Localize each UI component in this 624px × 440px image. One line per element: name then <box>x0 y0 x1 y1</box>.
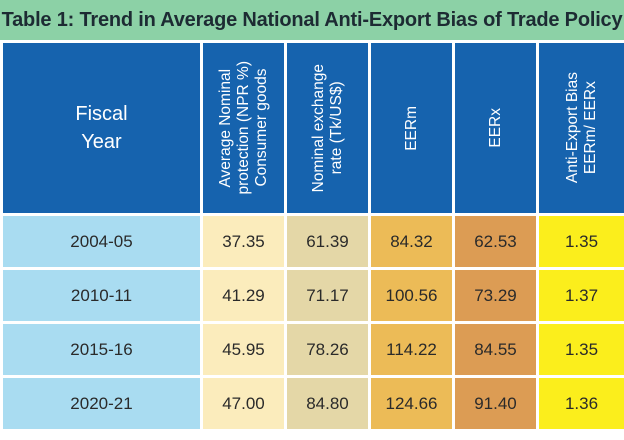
header-exchange-rate-label: Nominal exchange rate (Tk/US$) <box>309 63 345 193</box>
header-exchange-rate: Nominal exchange rate (Tk/US$) <box>284 40 371 216</box>
cell-exchange-rate: 71.17 <box>284 267 371 324</box>
cell-exchange-rate: 61.39 <box>284 213 371 270</box>
cell-eerm: 124.66 <box>368 375 455 432</box>
cell-nominal-protection: 41.29 <box>200 267 287 324</box>
header-anti-export-bias-label: Anti-Export Bias EERm/ EERx <box>563 72 599 184</box>
cell-eerx: 84.55 <box>452 321 539 378</box>
cell-nominal-protection: 37.35 <box>200 213 287 270</box>
header-nominal-protection: Average Nominal protection (NPR %) Consu… <box>200 40 287 216</box>
table-row: 2020-21 47.00 84.80 124.66 91.40 1.36 <box>0 375 624 432</box>
cell-anti-export-bias: 1.35 <box>536 321 624 378</box>
cell-nominal-protection: 47.00 <box>200 375 287 432</box>
header-nominal-protection-label: Average Nominal protection (NPR %) Consu… <box>216 61 270 195</box>
header-row: Fiscal Year Average Nominal protection (… <box>0 40 624 216</box>
cell-eerx: 73.29 <box>452 267 539 324</box>
table-row: 2010-11 41.29 71.17 100.56 73.29 1.37 <box>0 267 624 324</box>
cell-exchange-rate: 78.26 <box>284 321 371 378</box>
table-row: 2015-16 45.95 78.26 114.22 84.55 1.35 <box>0 321 624 378</box>
cell-eerm: 100.56 <box>368 267 455 324</box>
cell-eerm: 114.22 <box>368 321 455 378</box>
cell-fiscal-year: 2004-05 <box>0 213 203 270</box>
cell-eerx: 62.53 <box>452 213 539 270</box>
cell-anti-export-bias: 1.35 <box>536 213 624 270</box>
table-row: 2004-05 37.35 61.39 84.32 62.53 1.35 <box>0 213 624 270</box>
cell-eerm: 84.32 <box>368 213 455 270</box>
cell-nominal-protection: 45.95 <box>200 321 287 378</box>
header-anti-export-bias: Anti-Export Bias EERm/ EERx <box>536 40 624 216</box>
cell-anti-export-bias: 1.36 <box>536 375 624 432</box>
table-title: Table 1: Trend in Average National Anti-… <box>0 0 624 40</box>
header-fiscal-year-label: Fiscal Year <box>75 103 128 153</box>
header-eerm-label: EERm <box>402 105 420 151</box>
cell-anti-export-bias: 1.37 <box>536 267 624 324</box>
cell-fiscal-year: 2010-11 <box>0 267 203 324</box>
header-eerx-label: EERx <box>486 108 504 148</box>
cell-fiscal-year: 2015-16 <box>0 321 203 378</box>
trade-policy-table: Fiscal Year Average Nominal protection (… <box>0 40 624 432</box>
header-fiscal-year: Fiscal Year <box>0 40 203 216</box>
cell-fiscal-year: 2020-21 <box>0 375 203 432</box>
cell-eerx: 91.40 <box>452 375 539 432</box>
cell-exchange-rate: 84.80 <box>284 375 371 432</box>
header-eerm: EERm <box>368 40 455 216</box>
header-eerx: EERx <box>452 40 539 216</box>
